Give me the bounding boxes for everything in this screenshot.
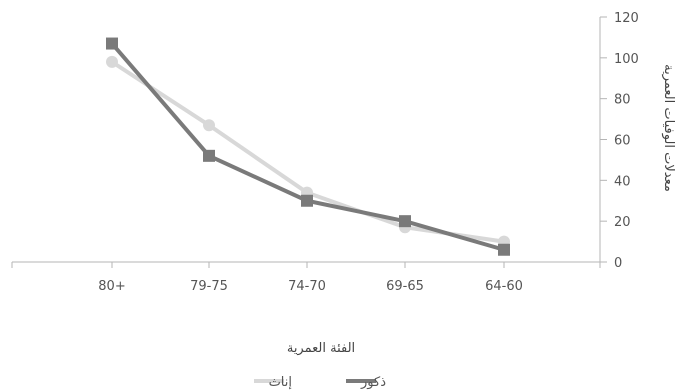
y-tick-label: 60 (614, 134, 631, 149)
x-tick-label: 64-60 (485, 279, 523, 294)
y-tick-label: 0 (614, 256, 622, 271)
legend-label-males: ذكور (360, 375, 386, 390)
series-line (110, 60, 505, 244)
x-axis-title: الفئة العمرية (287, 341, 355, 356)
series-males (106, 37, 510, 256)
data-point (203, 149, 215, 162)
series-females (106, 55, 510, 248)
data-point (203, 119, 215, 132)
x-tick-label: 69-65 (386, 279, 424, 294)
data-point (106, 55, 118, 68)
y-tick-label: 80 (614, 93, 631, 108)
legend: ذكور إناث (254, 375, 386, 390)
x-tick-label: 74-70 (288, 279, 326, 294)
data-point (106, 37, 118, 50)
y-ticks: 0 20 40 60 80 100 120 (600, 11, 639, 271)
y-tick-label: 100 (614, 52, 639, 67)
y-tick-label: 20 (614, 215, 631, 230)
x-tick-label: 80+ (98, 279, 125, 294)
legend-label-females: إناث (269, 375, 292, 390)
axes (12, 17, 601, 263)
y-tick-label: 40 (614, 174, 631, 189)
data-point (498, 243, 510, 256)
x-ticks: 80+ 79-75 74-70 69-65 64-60 (11, 262, 601, 294)
data-point (399, 215, 411, 228)
series (106, 37, 510, 256)
data-point (301, 194, 313, 207)
x-tick-label: 79-75 (190, 279, 228, 294)
series-line (110, 42, 505, 252)
y-axis-title: معدلات الوفيات العمرية (661, 64, 676, 192)
y-tick-label: 120 (614, 11, 639, 26)
